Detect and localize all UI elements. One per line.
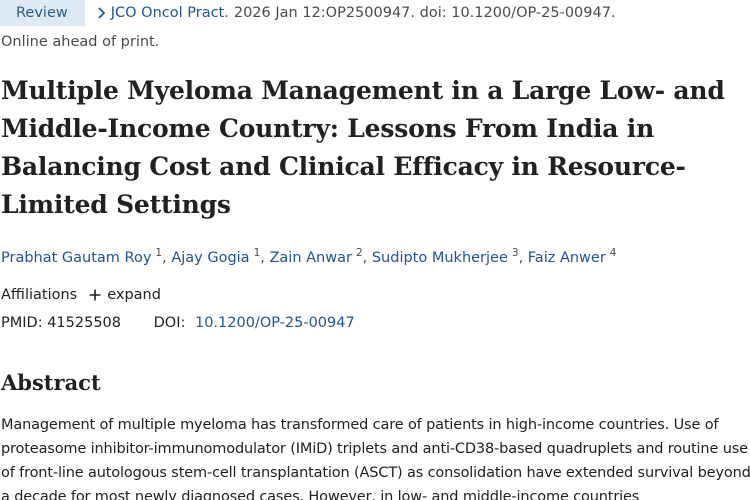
- author-list: Prabhat Gautam Roy 1, Ajay Gogia 1, Zain A…: [1, 247, 617, 266]
- author-link[interactable]: Prabhat Gautam Roy 1: [1, 247, 163, 266]
- affiliations-row: Affiliations expand: [1, 287, 161, 303]
- affiliation-number[interactable]: 4: [609, 247, 617, 259]
- doi-link[interactable]: 10.1200/OP-25-00947: [194, 315, 355, 331]
- expand-affiliations-button[interactable]: expand: [89, 287, 161, 303]
- author-name: Zain Anwar: [269, 250, 352, 266]
- abstract-heading: Abstract: [1, 370, 101, 395]
- affiliation-number[interactable]: 3: [511, 247, 519, 259]
- publication-status: Online ahead of print.: [1, 34, 160, 50]
- affiliation-number[interactable]: 1: [253, 247, 261, 259]
- identifiers-row: PMID: 41525508 DOI: 10.1200/OP-25-00947: [1, 315, 355, 331]
- author-name: Prabhat Gautam Roy: [1, 250, 152, 266]
- author-link[interactable]: Sudipto Mukherjee 3: [371, 247, 519, 266]
- affiliation-number[interactable]: 1: [155, 247, 163, 259]
- article-title: Multiple Myeloma Management in a Large L…: [1, 76, 725, 219]
- plus-icon: [89, 289, 101, 301]
- pmid-label: PMID:: [1, 315, 43, 331]
- affiliations-label: Affiliations: [1, 287, 78, 303]
- chevron-right-icon[interactable]: [97, 7, 106, 19]
- author-name: Ajay Gogia: [171, 250, 250, 266]
- abstract-text: Management of multiple myeloma has trans…: [1, 417, 750, 500]
- journal-link[interactable]: JCO Oncol Pract.: [110, 5, 229, 21]
- author-link[interactable]: Zain Anwar 2: [269, 247, 363, 266]
- doi-label: DOI:: [153, 315, 186, 331]
- citation-details: 2026 Jan 12:OP2500947. doi: 10.1200/OP-2…: [233, 5, 616, 21]
- citation-line: Review JCO Oncol Pract. 2026 Jan 12:OP25…: [0, 0, 616, 26]
- author-link[interactable]: Faiz Anwer 4: [527, 247, 617, 266]
- expand-label: expand: [107, 287, 161, 303]
- author-name: Faiz Anwer: [527, 250, 606, 266]
- pmid-value: 41525508: [47, 315, 122, 331]
- affiliation-number[interactable]: 2: [355, 247, 363, 259]
- publication-type-badge[interactable]: Review: [0, 0, 85, 26]
- author-link[interactable]: Ajay Gogia 1: [171, 247, 261, 266]
- author-name: Sudipto Mukherjee: [371, 250, 508, 266]
